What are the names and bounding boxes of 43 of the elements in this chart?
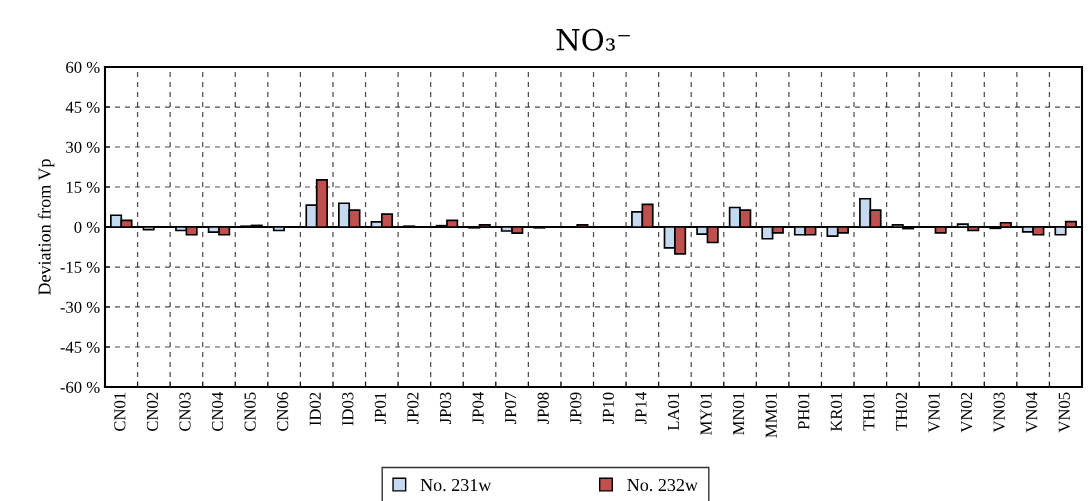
x-tick-label: JP14 <box>635 392 647 424</box>
x-tick-label: VN02 <box>960 392 973 433</box>
x-tick-label: JP10 <box>602 392 614 424</box>
y-tick-label: 0 % <box>74 221 100 233</box>
x-tick-label: ID03 <box>342 392 354 426</box>
x-tick-label: KR01 <box>830 392 842 432</box>
x-tick-label: JP01 <box>374 392 386 424</box>
x-tick-label: CN03 <box>179 392 191 431</box>
y-tick-label: -45 % <box>60 341 100 353</box>
x-tick-label: TH01 <box>863 392 875 431</box>
x-tick-label: CN02 <box>146 392 159 431</box>
x-tick-label: MN01 <box>732 392 745 435</box>
x-tick-label: JP09 <box>570 392 582 424</box>
y-tick-label: -60 % <box>60 381 100 393</box>
x-tick-label: TH02 <box>895 392 908 431</box>
y-tick-label: 15 % <box>66 181 100 193</box>
y-tick-label: -30 % <box>60 301 100 313</box>
y-tick-label: 30 % <box>66 141 100 153</box>
legend-label: No. 231w <box>420 478 492 492</box>
x-tick-label: VN03 <box>993 392 1005 433</box>
x-tick-label: VN04 <box>1026 392 1038 433</box>
x-tick-label: JP08 <box>537 392 549 424</box>
y-axis-title: Deviation from Vp <box>37 159 55 296</box>
x-tick-label: JP04 <box>472 392 484 424</box>
x-tick-label: CN05 <box>244 392 256 431</box>
x-tick-label: JP02 <box>407 392 419 424</box>
x-tick-label: VN05 <box>1058 392 1070 433</box>
y-tick-label: 60 % <box>66 61 100 73</box>
x-tick-label: LA01 <box>667 392 680 431</box>
x-tick-label: MM01 <box>765 392 777 438</box>
y-tick-label: -15 % <box>60 261 100 273</box>
y-tick-label: 45 % <box>65 101 100 113</box>
x-tick-label: JP03 <box>439 392 452 424</box>
x-tick-label: PH01 <box>798 392 810 430</box>
x-tick-label: CN01 <box>114 392 126 431</box>
x-tick-label: MY01 <box>700 392 712 435</box>
x-tick-label: CN04 <box>211 392 224 431</box>
x-tick-label: ID02 <box>309 392 321 426</box>
chart-title: NO₃⁻ <box>556 28 630 51</box>
legend-label: No. 232w <box>627 478 698 492</box>
x-tick-label: JP07 <box>505 392 517 424</box>
x-tick-label: VN01 <box>928 392 940 433</box>
x-tick-label: CN06 <box>277 392 289 431</box>
